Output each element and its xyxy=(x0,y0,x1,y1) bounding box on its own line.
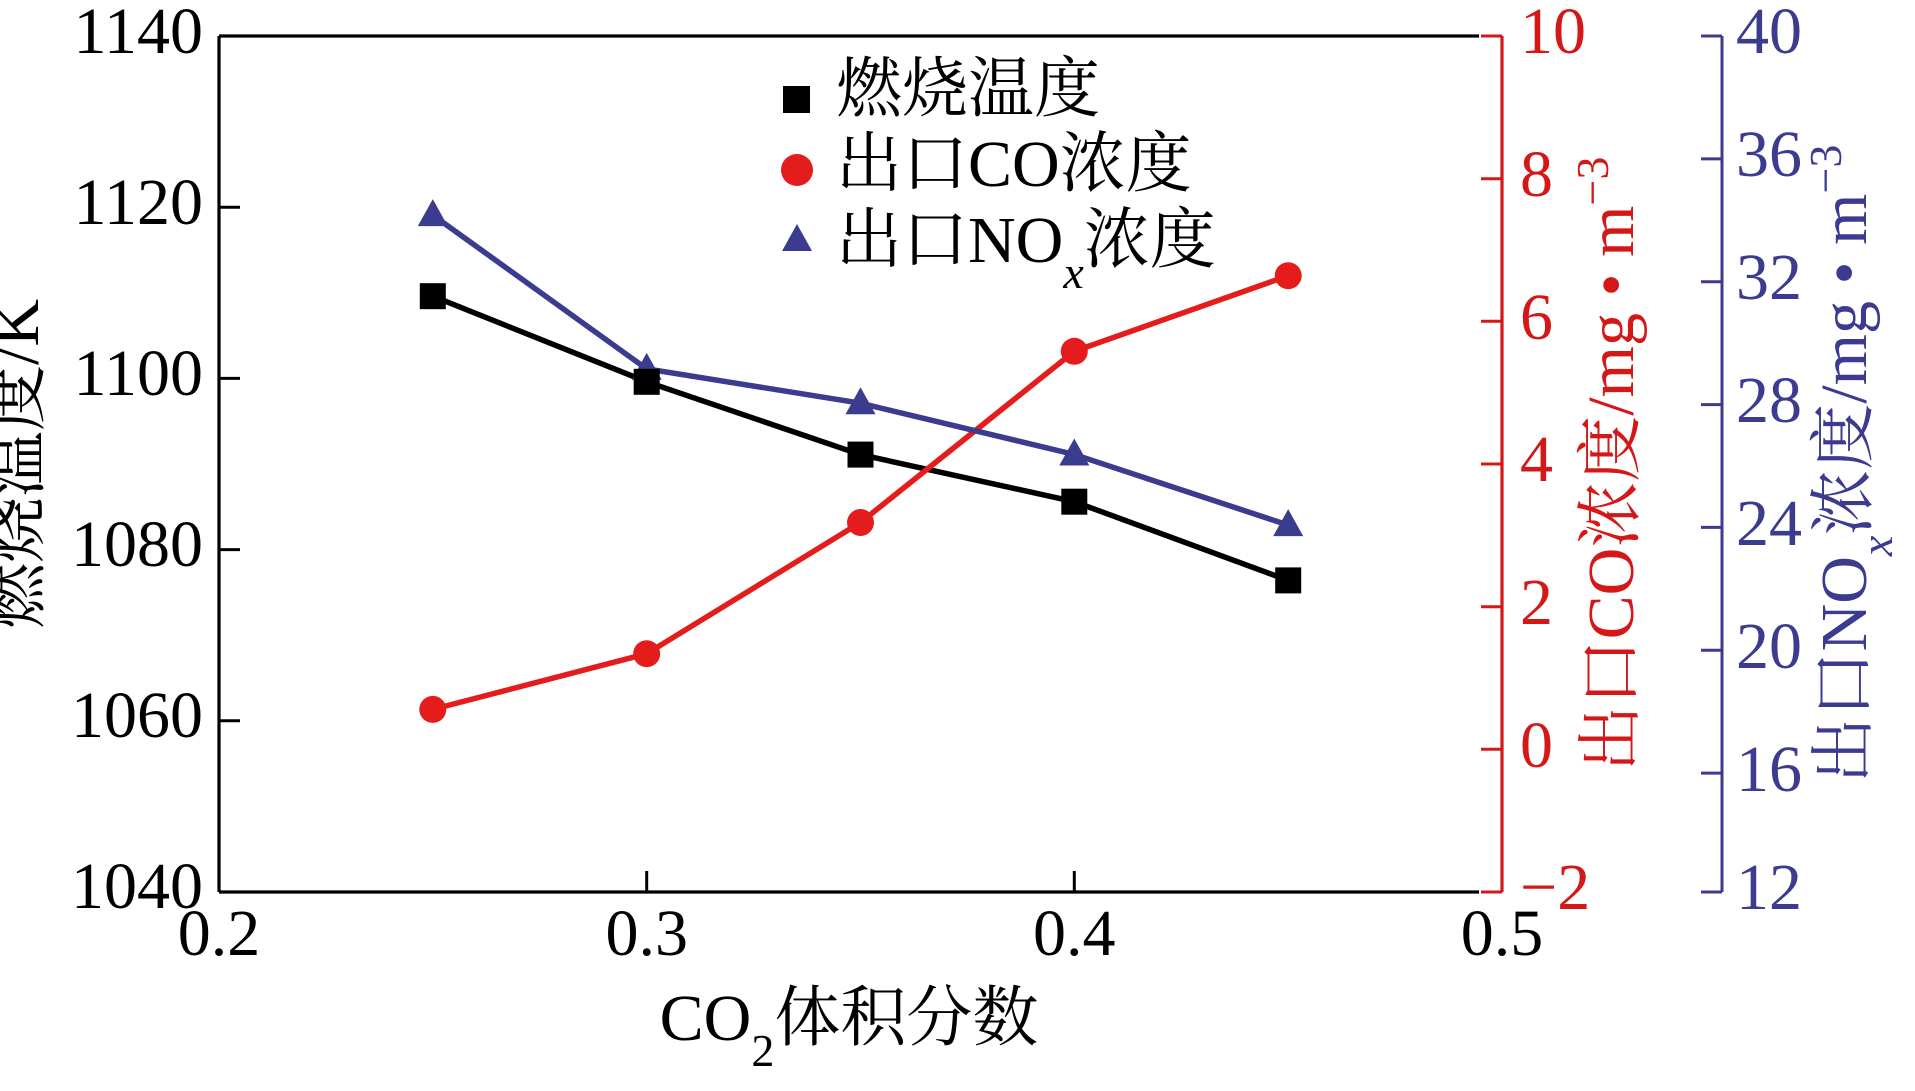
svg-text:6: 6 xyxy=(1520,281,1553,354)
svg-text:0.3: 0.3 xyxy=(605,897,688,970)
svg-text:−2: −2 xyxy=(1520,851,1590,924)
svg-text:0.4: 0.4 xyxy=(1033,897,1116,970)
svg-text:4: 4 xyxy=(1520,423,1553,496)
svg-text:出口CO浓度: 出口CO浓度 xyxy=(836,128,1192,201)
svg-text:燃烧温度/K: 燃烧温度/K xyxy=(0,299,53,629)
svg-text:0: 0 xyxy=(1520,709,1553,782)
svg-text:1140: 1140 xyxy=(73,0,203,68)
svg-text:10: 10 xyxy=(1520,0,1586,68)
svg-text:8: 8 xyxy=(1520,138,1553,211)
svg-text:出口CO浓度/mg • m−3: 出口CO浓度/mg • m−3 xyxy=(1567,157,1649,772)
svg-text:0.2: 0.2 xyxy=(178,897,261,970)
svg-text:32: 32 xyxy=(1736,241,1802,314)
svg-text:20: 20 xyxy=(1736,610,1802,683)
svg-text:燃烧温度: 燃烧温度 xyxy=(836,53,1100,126)
svg-text:1080: 1080 xyxy=(71,508,203,581)
svg-text:1100: 1100 xyxy=(73,337,203,410)
svg-text:1060: 1060 xyxy=(71,679,203,752)
svg-text:36: 36 xyxy=(1736,118,1802,191)
svg-text:16: 16 xyxy=(1736,733,1802,806)
svg-text:28: 28 xyxy=(1736,364,1802,437)
svg-text:2: 2 xyxy=(1520,566,1553,639)
svg-text:24: 24 xyxy=(1736,487,1802,560)
svg-text:1120: 1120 xyxy=(73,166,203,239)
svg-text:12: 12 xyxy=(1736,851,1802,924)
svg-text:40: 40 xyxy=(1736,0,1802,68)
